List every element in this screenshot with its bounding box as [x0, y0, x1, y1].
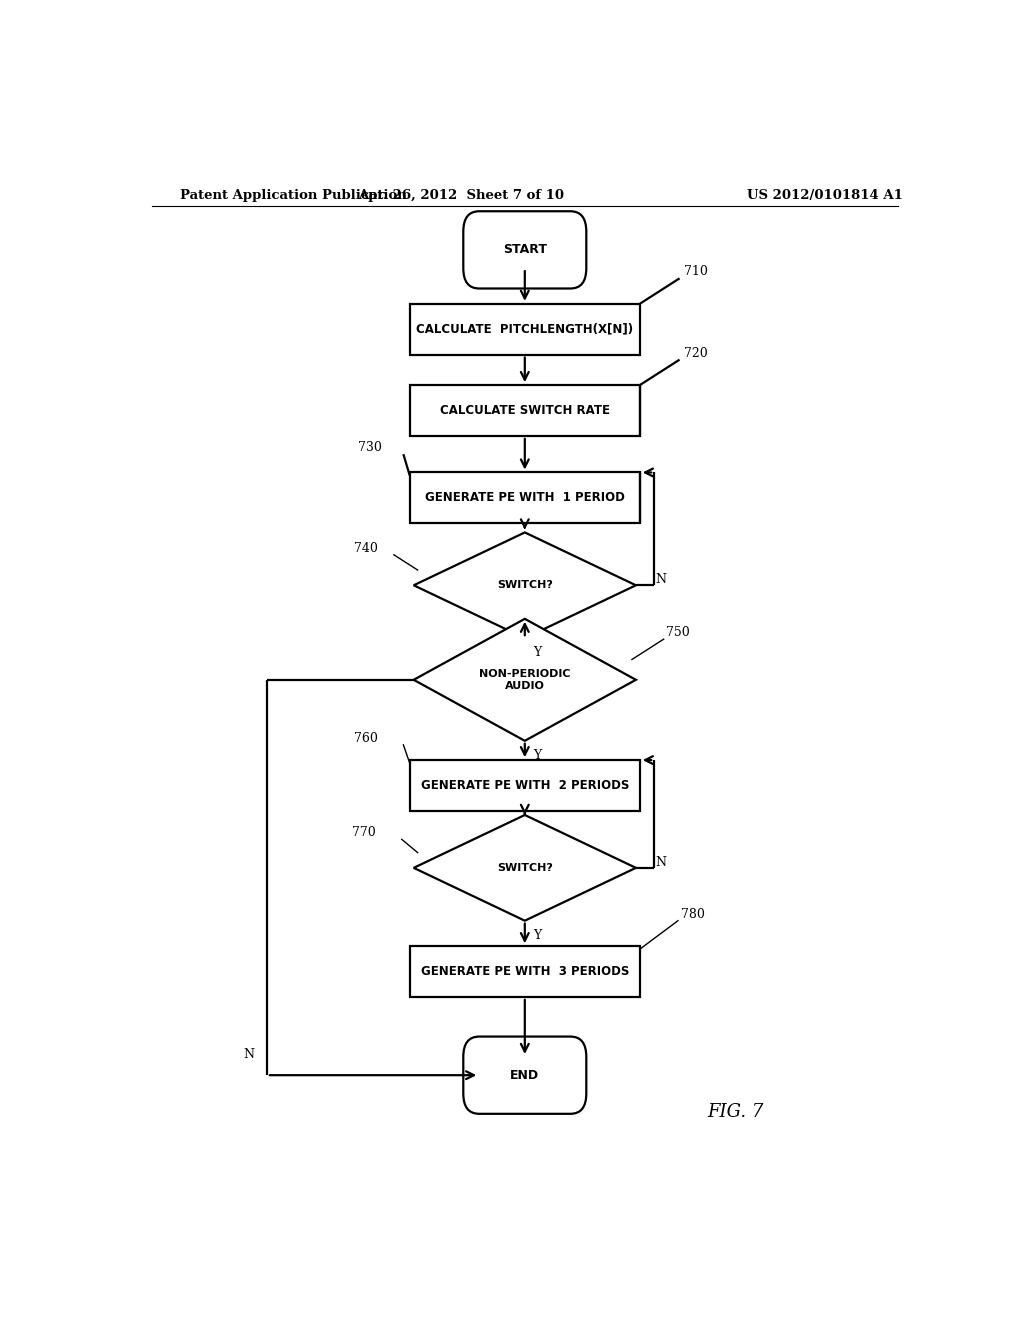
Text: Y: Y [532, 929, 541, 942]
Text: N: N [655, 573, 667, 586]
Text: CALCULATE SWITCH RATE: CALCULATE SWITCH RATE [439, 404, 610, 417]
Text: GENERATE PE WITH  3 PERIODS: GENERATE PE WITH 3 PERIODS [421, 965, 629, 978]
Text: END: END [510, 1069, 540, 1081]
Text: GENERATE PE WITH  1 PERIOD: GENERATE PE WITH 1 PERIOD [425, 491, 625, 504]
Text: 780: 780 [681, 908, 705, 921]
FancyBboxPatch shape [463, 1036, 587, 1114]
Text: SWITCH?: SWITCH? [497, 581, 553, 590]
Text: GENERATE PE WITH  2 PERIODS: GENERATE PE WITH 2 PERIODS [421, 779, 629, 792]
Text: SWITCH?: SWITCH? [497, 863, 553, 873]
Text: Y: Y [532, 647, 541, 660]
Text: Apr. 26, 2012  Sheet 7 of 10: Apr. 26, 2012 Sheet 7 of 10 [358, 189, 564, 202]
Polygon shape [414, 619, 636, 741]
Text: CALCULATE  PITCHLENGTH(X[N]): CALCULATE PITCHLENGTH(X[N]) [416, 322, 634, 335]
Text: 760: 760 [354, 731, 378, 744]
Text: Patent Application Publication: Patent Application Publication [179, 189, 407, 202]
Text: US 2012/0101814 A1: US 2012/0101814 A1 [748, 189, 903, 202]
Bar [410, 473, 640, 523]
Text: 720: 720 [684, 347, 708, 359]
Polygon shape [414, 814, 636, 921]
Text: FIG. 7: FIG. 7 [708, 1102, 764, 1121]
Text: 750: 750 [666, 626, 690, 639]
Text: START: START [503, 243, 547, 256]
Text: 770: 770 [352, 826, 376, 840]
Bar [410, 304, 640, 355]
Text: N: N [243, 1048, 254, 1061]
Polygon shape [414, 532, 636, 638]
Text: 730: 730 [358, 441, 382, 454]
Bar [410, 946, 640, 997]
Text: 710: 710 [684, 265, 708, 279]
Text: Y: Y [532, 748, 541, 762]
Text: N: N [655, 855, 667, 869]
Text: NON-PERIODIC
AUDIO: NON-PERIODIC AUDIO [479, 669, 570, 690]
Bar [410, 385, 640, 436]
Bar [410, 760, 640, 810]
FancyBboxPatch shape [463, 211, 587, 289]
Text: 740: 740 [354, 541, 378, 554]
